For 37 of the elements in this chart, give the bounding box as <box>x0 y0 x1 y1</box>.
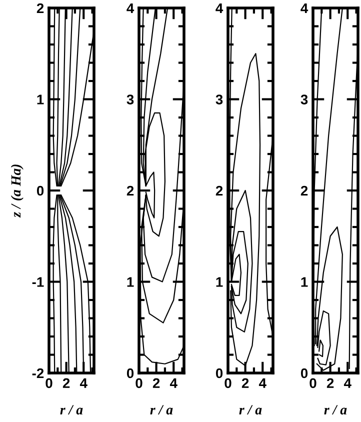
y-tick-label: 4 <box>300 3 308 14</box>
y-tick-label: 1 <box>127 277 134 287</box>
y-tick-label: 3 <box>126 94 134 104</box>
y-tick-label: 4 <box>216 3 224 14</box>
x-tick-label: 2 <box>62 378 70 388</box>
y-tick-label: 3 <box>216 94 223 104</box>
y-tick-label: 4 <box>126 3 134 14</box>
x-tick-label: 4 <box>170 378 178 388</box>
y-tick-label: 2 <box>300 186 308 196</box>
x-tick-label: 4 <box>80 378 88 388</box>
y-tick-label: -1 <box>32 277 44 287</box>
y-tick-label: 0 <box>300 368 308 378</box>
x-tick-label: 4 <box>344 378 352 388</box>
x-tick-label: 0 <box>136 378 142 388</box>
y-tick-label: -2 <box>32 368 44 378</box>
x-axis-title: r / a <box>324 405 347 414</box>
y-tick-label: 0 <box>216 368 223 378</box>
x-tick-label: 0 <box>224 378 232 388</box>
y-tick-label: 2 <box>216 186 223 196</box>
x-tick-label: 2 <box>152 378 160 388</box>
x-axis-title: r / a <box>150 405 173 414</box>
y-tick-label: 2 <box>36 3 44 14</box>
x-tick-label: 2 <box>242 378 249 388</box>
y-axis-title: z / (a Ha) <box>10 164 24 218</box>
y-tick-label: 1 <box>37 94 44 104</box>
x-axis-title: r / a <box>60 405 83 414</box>
x-tick-label: 4 <box>258 378 266 388</box>
y-tick-label: 0 <box>126 368 134 378</box>
y-tick-label: 3 <box>300 94 308 104</box>
y-tick-label: 1 <box>301 277 308 287</box>
y-tick-label: 2 <box>126 186 134 196</box>
x-tick-label: 0 <box>310 378 316 388</box>
y-tick-label: 1 <box>216 277 223 287</box>
y-tick-label: 0 <box>36 186 44 196</box>
x-tick-label: 0 <box>46 378 52 388</box>
x-axis-title: r / a <box>239 405 262 414</box>
x-tick-label: 2 <box>326 378 334 388</box>
